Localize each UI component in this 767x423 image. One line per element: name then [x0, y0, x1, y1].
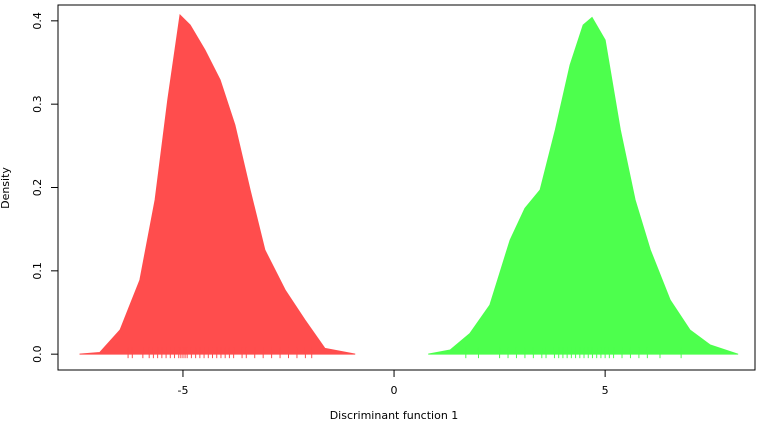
- y-tick-label: 0.0: [31, 345, 44, 363]
- density-area: [428, 16, 739, 355]
- x-tick-label: 5: [602, 384, 609, 397]
- x-tick-label: 0: [391, 384, 398, 397]
- y-axis-label: Density: [0, 167, 12, 209]
- y-tick-label: 0.1: [31, 262, 44, 280]
- x-axis-label: Discriminant function 1: [330, 409, 459, 422]
- x-tick-label: -5: [177, 384, 188, 397]
- density-area: [79, 13, 356, 355]
- y-tick-label: 0.3: [31, 95, 44, 113]
- y-tick-label: 0.2: [31, 179, 44, 197]
- y-tick-label: 0.4: [31, 12, 44, 30]
